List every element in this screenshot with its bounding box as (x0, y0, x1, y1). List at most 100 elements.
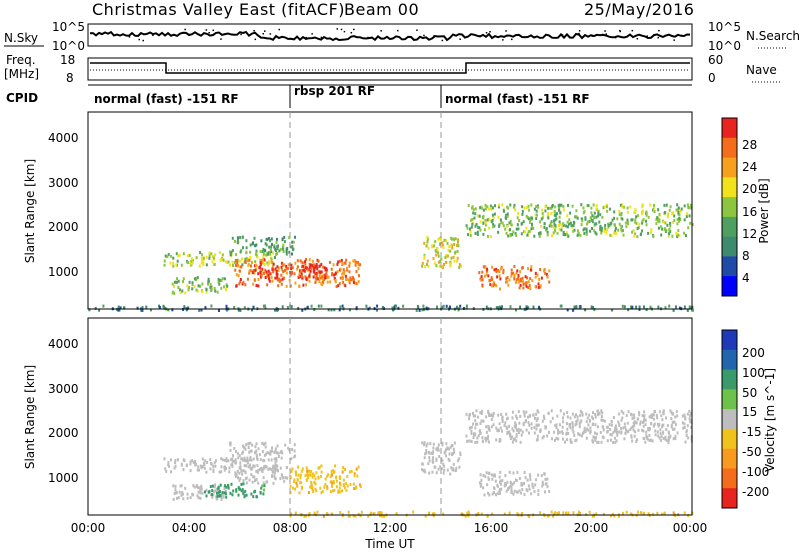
range-cell (251, 308, 253, 312)
range-cell (660, 434, 663, 438)
range-cell (259, 249, 262, 253)
range-cell (322, 265, 325, 269)
range-cell (330, 473, 333, 477)
range-cell (531, 484, 534, 488)
range-cell (487, 471, 490, 475)
xtick-0800: 08:00 (273, 521, 308, 535)
range-cell (456, 259, 458, 263)
range-cell (262, 254, 265, 258)
range-cell (621, 304, 624, 308)
range-cell (581, 432, 584, 435)
range-cell (290, 263, 293, 267)
range-cell (659, 432, 662, 436)
range-cell (689, 420, 692, 424)
range-cell (253, 464, 256, 468)
range-cell (224, 288, 227, 291)
noise-search-point (212, 29, 214, 32)
range-cell (141, 308, 144, 312)
range-cell (499, 479, 502, 483)
range-cell (579, 413, 582, 417)
range-cell (525, 410, 528, 414)
range-cell (606, 425, 609, 429)
range-cell (269, 239, 272, 243)
range-cell (322, 277, 324, 281)
range-cell (460, 264, 462, 268)
range-cell (238, 454, 241, 458)
range-cell (315, 263, 318, 266)
range-cell (341, 304, 344, 308)
range-cell (266, 252, 269, 256)
range-cell (188, 280, 191, 284)
range-cell (669, 230, 672, 233)
range-cell (479, 411, 482, 415)
range-cell (352, 281, 355, 285)
range-cell (522, 220, 525, 224)
range-cell (537, 285, 540, 289)
range-cell (356, 474, 359, 478)
range-cell (495, 438, 498, 442)
range-cell (428, 471, 431, 475)
range-cell (272, 270, 275, 274)
range-cell (620, 213, 623, 217)
range-cell (256, 464, 259, 467)
range-cell (489, 283, 492, 287)
range-cell (199, 486, 201, 490)
range-cell (321, 275, 324, 279)
range-cell (614, 232, 617, 235)
range-cell (338, 490, 341, 494)
range-cell (209, 467, 212, 471)
range-cell (288, 250, 291, 254)
cpid-label: CPID (6, 91, 38, 105)
range-cell (167, 308, 170, 312)
range-cell (344, 486, 346, 490)
range-cell (673, 427, 676, 431)
range-cell (264, 268, 267, 272)
range-cell (435, 459, 438, 462)
range-cell (623, 422, 626, 426)
range-cell (244, 283, 247, 287)
range-cell (485, 425, 488, 429)
range-cell (283, 263, 286, 267)
range-cell (189, 262, 192, 266)
range-cell (620, 431, 623, 435)
range-cell (245, 246, 248, 250)
range-cell (675, 208, 678, 212)
noise-search-point (315, 37, 317, 39)
range-cell (291, 266, 294, 270)
range-cell (350, 469, 353, 473)
range-cell (181, 492, 184, 496)
range-cell (498, 274, 501, 278)
range-cell (307, 491, 310, 495)
range-cell (601, 411, 604, 415)
range-cell (202, 256, 205, 260)
range-cell (547, 411, 550, 415)
range-cell (480, 478, 483, 482)
range-cell (612, 431, 615, 435)
range-cell (665, 428, 668, 431)
range-cell (448, 245, 451, 248)
range-cell (555, 436, 558, 440)
range-cell (629, 205, 632, 209)
range-cell (527, 230, 530, 234)
range-cell (453, 243, 456, 246)
range-cell (457, 238, 459, 242)
range-cell (688, 305, 691, 309)
range-cell (505, 231, 508, 235)
range-cell (599, 213, 602, 217)
range-cell (573, 221, 576, 225)
range-cell (585, 227, 588, 231)
range-cell (440, 257, 443, 261)
range-cell (510, 488, 513, 492)
range-cell (432, 514, 435, 518)
range-cell (592, 411, 594, 415)
range-cell (235, 473, 238, 476)
range-cell (517, 277, 520, 280)
range-cell (517, 279, 520, 283)
range-cell (233, 447, 236, 450)
range-cell (277, 269, 280, 272)
range-cell (381, 306, 384, 310)
range-cell (666, 223, 669, 227)
range-cell (439, 242, 442, 246)
range-cell (176, 259, 179, 263)
range-cell (260, 486, 263, 490)
